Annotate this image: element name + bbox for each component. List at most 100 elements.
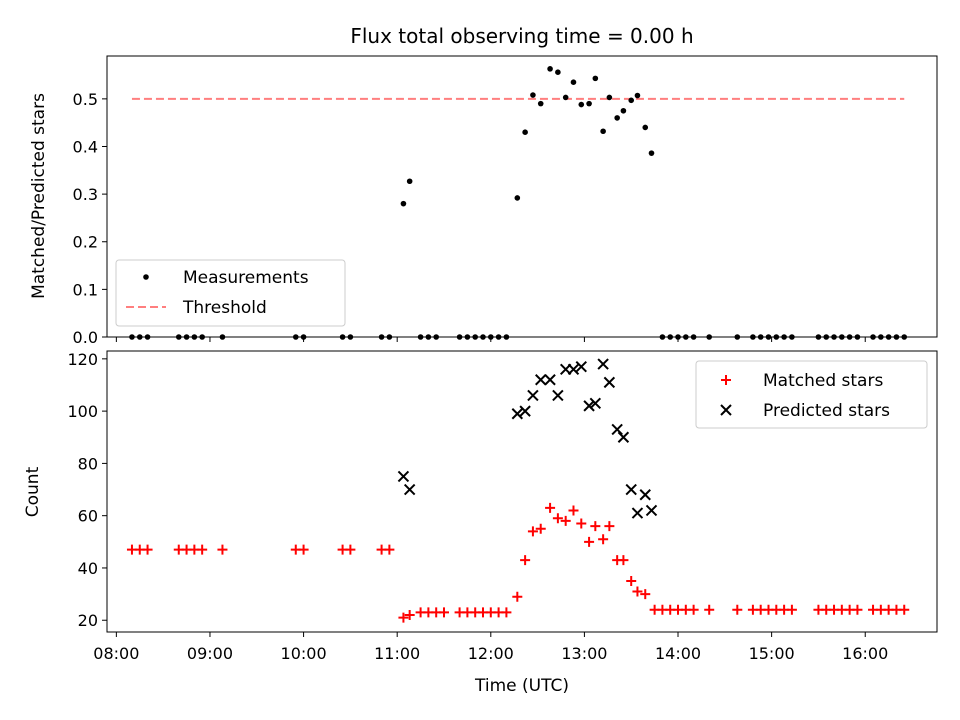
chart-title: Flux total observing time = 0.00 h [350,24,693,48]
predicted-star-point [617,431,630,443]
measurement-point [592,75,599,82]
bottom-plot-frame [106,350,938,633]
measurement-point [547,66,553,72]
matched-star-point [576,518,587,529]
predicted-star-point [611,423,623,436]
matched-star-point [704,604,715,615]
matched-star-point [298,544,309,555]
matched-star-point [688,604,699,615]
measurement-point [620,107,627,114]
matched-star-point [512,591,523,602]
predicted-star-point [397,470,410,483]
matched-star-point [568,505,579,516]
x-axis-label: Time (UTC) [474,676,569,696]
matched-star-point [438,607,449,618]
measurement-point [648,150,655,156]
matched-star-point [552,513,563,524]
matched-star-point [852,604,863,615]
top-legend-box [115,259,346,327]
predicted-star-point [519,405,531,417]
matched-star-point [598,534,609,545]
top-y-tick-label: 0.2 [73,233,98,252]
bottom-y-ticks: 20 40 60 80 100 120 [67,350,107,630]
matched-star-point [786,604,797,615]
x-tick-label: 12:00 [468,644,514,663]
measurement-point [522,129,528,136]
matched-star-point [618,555,629,566]
predicted-star-point [567,363,580,376]
matched-star-point [732,604,743,615]
x-tick-label: 14:00 [655,644,701,663]
matched-star-point [899,604,910,615]
predicted-star-point [597,358,609,370]
matched-star-point [520,555,531,566]
measurement-point [600,128,606,135]
top-y-axis-label: Matched/Predicted stars [29,93,49,299]
predicted-star-point [639,489,651,501]
bottom-y-tick-label: 80 [78,454,98,473]
matched-star-point [527,526,538,537]
predicted-stars-series [397,358,658,519]
measurement-point [514,195,521,201]
measurement-point [642,124,649,131]
bottom-y-tick-label: 60 [78,507,98,526]
predicted-star-point [583,400,595,412]
matched-star-point [404,610,415,621]
measurement-point [400,200,407,207]
top-y-tick-label: 0.3 [73,185,98,204]
bottom-y-tick-label: 20 [78,611,98,630]
matched-star-point [640,589,651,600]
bottom-y-tick-label: 120 [67,350,98,369]
matched-star-point [197,544,208,555]
x-tick-label: 09:00 [187,644,233,663]
bottom-x-ticks: 08:00 09:00 10:00 11:00 12:00 13:00 14:00 15:00… [93,632,888,663]
predicted-star-point [603,376,616,389]
legend-predicted-marker [720,404,732,416]
predicted-star-point [589,397,602,409]
matched-star-point [142,544,153,555]
legend-predicted-label: Predicted stars [763,401,890,421]
predicted-star-point [403,483,416,496]
measurement-point [578,101,585,108]
predicted-star-point [535,374,547,386]
bottom-y-tick-label: 100 [67,402,98,421]
predicted-star-point [511,408,524,420]
top-y-tick-label: 0.5 [73,90,98,109]
measurement-point [628,97,635,104]
x-tick-label: 15:00 [749,644,795,663]
predicted-star-point [575,360,587,373]
legend-threshold-label: Threshold [182,298,267,318]
measurement-point [634,92,641,99]
measurement-point [586,100,592,107]
measurement-point [570,79,577,85]
matched-star-point [545,502,556,513]
measurement-point [562,94,569,101]
matched-star-point [384,544,395,555]
matched-star-point [535,523,546,534]
legend-matched-label: Matched stars [763,371,883,391]
bottom-panel: 20 40 60 80 100 120 08:00 09:00 10:00 11:00 12:00… [23,350,938,696]
matched-star-point [501,607,512,618]
x-tick-label: 16:00 [842,644,888,663]
x-tick-label: 10:00 [281,644,327,663]
top-plot-frame [106,55,938,338]
top-y-tick-label: 0.4 [73,137,98,156]
measurement-point [555,69,561,75]
legend-measurements-label: Measurements [183,268,309,288]
measurement-point [606,94,613,101]
x-tick-label: 08:00 [93,644,139,663]
predicted-star-point [552,389,564,402]
matched-star-point [590,521,601,532]
bottom-y-axis-label: Count [23,466,43,517]
matched-star-point [632,586,643,597]
top-y-ticks: 0.0 0.1 0.2 0.3 0.4 0.5 [73,90,107,347]
measurement-point [614,115,620,121]
predicted-star-point [625,483,637,496]
measurement-point [537,100,544,107]
top-legend: Measurements Threshold [115,259,346,327]
matched-star-point [217,544,228,555]
predicted-star-point [527,389,539,402]
measurement-point [406,178,413,185]
bottom-legend-box [695,360,928,429]
